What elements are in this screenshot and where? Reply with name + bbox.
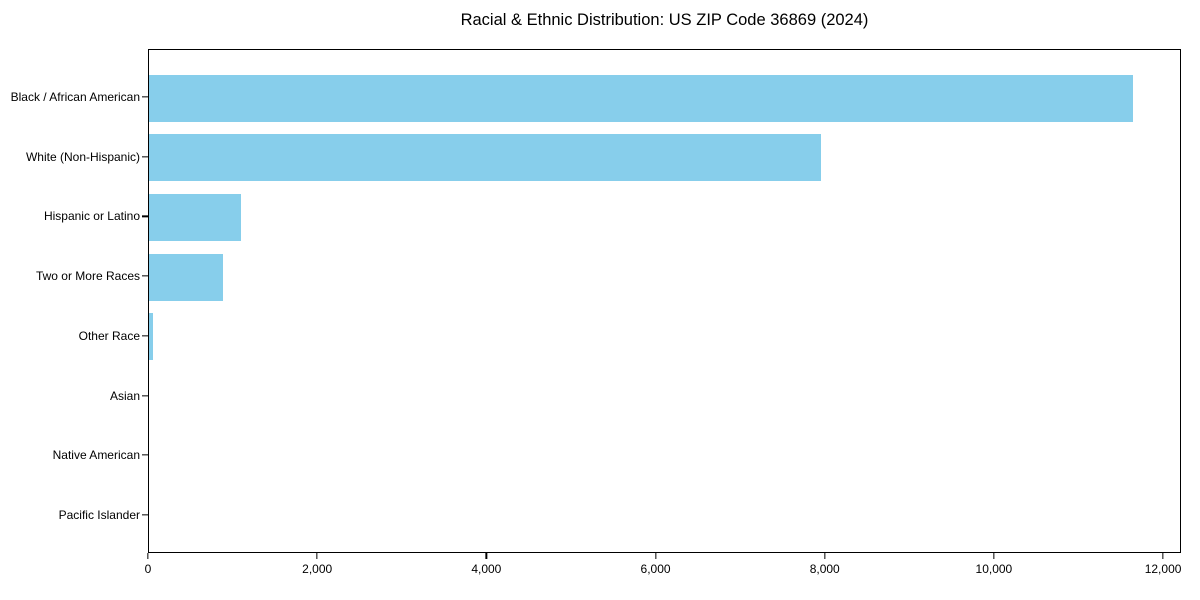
x-tick-label: 8,000 <box>809 562 840 576</box>
x-tick-label: 4,000 <box>471 562 502 576</box>
x-axis-tick <box>824 553 826 559</box>
y-tick-label: Other Race <box>78 328 140 343</box>
y-axis-tick <box>142 156 148 158</box>
y-axis-tick <box>142 215 148 218</box>
x-axis-tick <box>147 553 149 559</box>
y-axis-tick <box>142 514 148 516</box>
bar <box>149 74 1133 122</box>
y-axis-tick <box>142 394 148 397</box>
plot-area <box>148 49 1181 553</box>
chart-title: Racial & Ethnic Distribution: US ZIP Cod… <box>460 11 869 29</box>
x-tick-label: 12,000 <box>1144 562 1182 576</box>
bar <box>149 253 223 301</box>
y-axis-tick <box>142 275 148 277</box>
x-tick-label: 0 <box>144 562 152 576</box>
y-axis-tick <box>142 96 148 98</box>
y-tick-label: White (Non-Hispanic) <box>25 149 140 164</box>
bar <box>149 134 821 182</box>
y-tick-label: Native American <box>52 448 140 463</box>
x-axis-tick <box>485 553 487 559</box>
y-axis-tick <box>142 335 148 337</box>
y-axis-tick <box>142 454 148 456</box>
x-axis-tick <box>1162 553 1164 559</box>
x-tick-label: 2,000 <box>302 562 333 576</box>
bar <box>149 313 154 361</box>
x-axis-tick <box>654 553 657 559</box>
y-tick-label: Asian <box>109 388 140 403</box>
x-tick-label: 6,000 <box>640 562 671 576</box>
x-axis-tick <box>316 553 318 559</box>
x-tick-label: 10,000 <box>975 562 1013 576</box>
y-tick-label: Hispanic or Latino <box>43 209 140 224</box>
bar <box>149 193 242 241</box>
y-tick-label: Two or More Races <box>35 269 140 284</box>
y-tick-label: Pacific Islander <box>58 507 140 522</box>
y-tick-label: Black / African American <box>10 90 140 104</box>
x-axis-tick <box>993 553 995 559</box>
